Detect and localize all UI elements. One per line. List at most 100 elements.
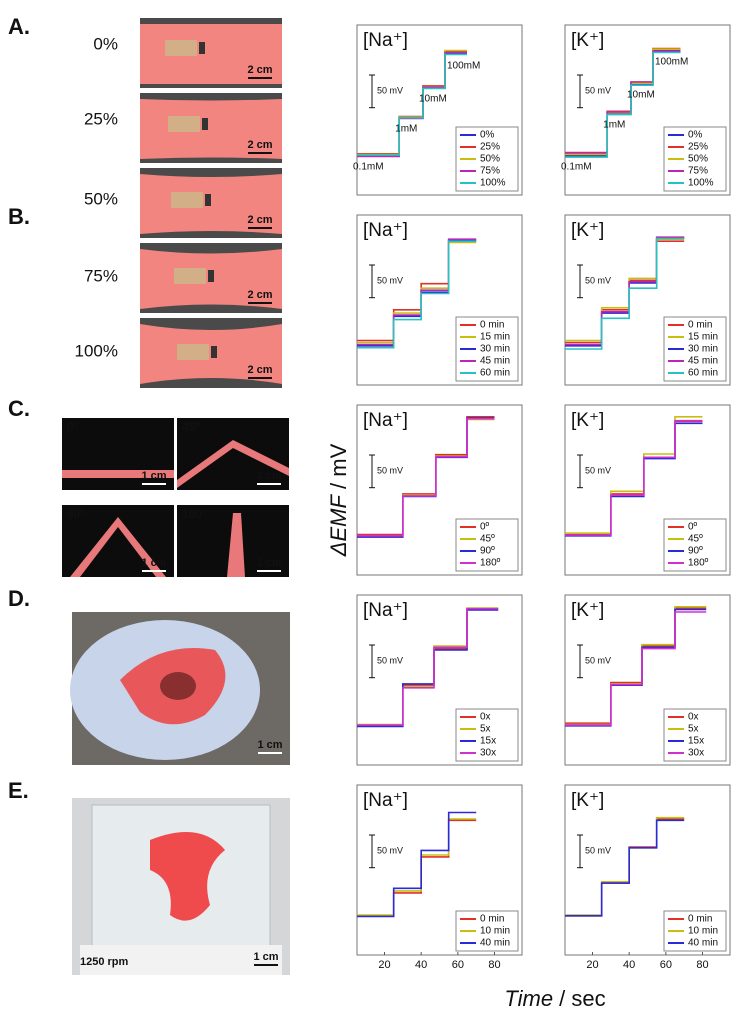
- legend-box: [455, 126, 519, 192]
- x-label-unit: / sec: [553, 986, 606, 1011]
- strip: [140, 24, 282, 84]
- scale-bar-label: 50 mV: [585, 656, 611, 666]
- legend-label: 40 min: [480, 938, 510, 949]
- chart-title: [K⁺]: [571, 220, 604, 241]
- legend-label: 15x: [480, 736, 496, 747]
- legend-label: 100%: [688, 178, 714, 189]
- chart-title: [Na⁺]: [363, 790, 408, 811]
- scale-bar-label: 1 cm: [257, 739, 282, 751]
- strain-label: 50%: [84, 189, 118, 208]
- electrode-contact: [205, 194, 211, 206]
- legend-label: 60 min: [688, 368, 718, 379]
- annotation: 1mM: [395, 123, 417, 134]
- electrode-contact: [208, 270, 214, 282]
- bend-label: 90º: [67, 507, 85, 521]
- bend-label: 45º: [182, 420, 200, 434]
- chart-title: [K⁺]: [571, 30, 604, 51]
- stir-plate: [80, 945, 282, 975]
- panel-label: E.: [8, 778, 29, 803]
- stir-speed: 1250 rpm: [80, 956, 129, 968]
- legend-label: 180º: [688, 558, 709, 569]
- annotation: 0.1mM: [561, 161, 592, 172]
- legend-label: 45º: [480, 534, 495, 545]
- legend-label: 90º: [688, 546, 703, 557]
- panel-label: D.: [8, 586, 30, 611]
- scale-bar-label: 1 cm: [256, 557, 281, 569]
- series-line: [357, 53, 467, 156]
- legend-label: 45 min: [688, 356, 718, 367]
- scale-bar-label: 50 mV: [585, 846, 611, 856]
- legend-label: 30 min: [688, 344, 718, 355]
- annotation: 10mM: [419, 93, 447, 104]
- x-tick-label: 80: [696, 959, 708, 971]
- strain-label: 100%: [75, 341, 118, 360]
- floating-strip: [150, 832, 225, 921]
- series-line: [357, 607, 499, 726]
- scale-bar-label: 50 mV: [585, 276, 611, 286]
- scale-bar-label: 2 cm: [247, 214, 272, 226]
- scale-bar-label: 2 cm: [247, 364, 272, 376]
- scale-bar-label: 1 cm: [141, 470, 166, 482]
- legend-label: 25%: [480, 142, 500, 153]
- series-line: [357, 240, 477, 349]
- annotation: 100mM: [655, 56, 688, 67]
- series-line: [565, 51, 681, 158]
- chart-title: [K⁺]: [571, 790, 604, 811]
- legend-label: 0x: [480, 712, 491, 723]
- scale-bar-label: 1 cm: [141, 557, 166, 569]
- legend-label: 30x: [480, 748, 496, 759]
- x-tick-label: 20: [378, 959, 390, 971]
- legend-label: 50%: [688, 154, 708, 165]
- x-tick-label: 40: [415, 959, 427, 971]
- x-tick-label: 60: [660, 959, 672, 971]
- panel-label: A.: [8, 14, 30, 39]
- series-line: [565, 419, 703, 536]
- electrode-patch: [174, 268, 206, 284]
- legend-label: 30x: [688, 748, 704, 759]
- legend-label: 75%: [688, 166, 708, 177]
- bend-label: 180º: [182, 507, 207, 521]
- legend-label: 0 min: [688, 914, 712, 925]
- series-line: [357, 811, 477, 918]
- series-line: [357, 417, 495, 537]
- legend-label: 15x: [688, 736, 704, 747]
- y-label-quantity: ΔEMF: [326, 494, 351, 558]
- strip: [62, 470, 174, 478]
- scale-bar-label: 50 mV: [377, 846, 403, 856]
- y-label-unit: / mV: [326, 443, 351, 495]
- panel-label: B.: [8, 204, 30, 229]
- x-axis-label: Time / sec: [504, 986, 605, 1011]
- legend-label: 60 min: [480, 368, 510, 379]
- legend-label: 0 min: [480, 914, 504, 925]
- legend-label: 0 min: [688, 320, 712, 331]
- strip: [177, 440, 289, 488]
- legend-label: 50%: [480, 154, 500, 165]
- annotation: 100mM: [447, 60, 480, 71]
- electrode-contact: [211, 346, 217, 358]
- strain-label: 75%: [84, 266, 118, 285]
- series-line: [565, 237, 685, 350]
- chart-title: [Na⁺]: [363, 600, 408, 621]
- annotation: 0.1mM: [353, 161, 384, 172]
- x-tick-label: 80: [488, 959, 500, 971]
- legend-label: 15 min: [480, 332, 510, 343]
- scale-bar-label: 50 mV: [377, 656, 403, 666]
- scale-bar-label: 50 mV: [377, 276, 403, 286]
- electrode-patch: [177, 344, 209, 360]
- plot-frame: [564, 784, 731, 956]
- x-tick-label: 60: [452, 959, 464, 971]
- x-tick-label: 20: [586, 959, 598, 971]
- legend-label: 90º: [480, 546, 495, 557]
- series-line: [565, 611, 707, 726]
- legend-label: 0%: [688, 130, 703, 141]
- photo: [177, 418, 289, 490]
- legend-label: 100%: [480, 178, 506, 189]
- legend-label: 0x: [688, 712, 699, 723]
- strip: [140, 99, 282, 159]
- annotation: 1mM: [603, 120, 625, 131]
- legend-label: 45 min: [480, 356, 510, 367]
- legend-label: 0 min: [480, 320, 504, 331]
- legend-label: 45º: [688, 534, 703, 545]
